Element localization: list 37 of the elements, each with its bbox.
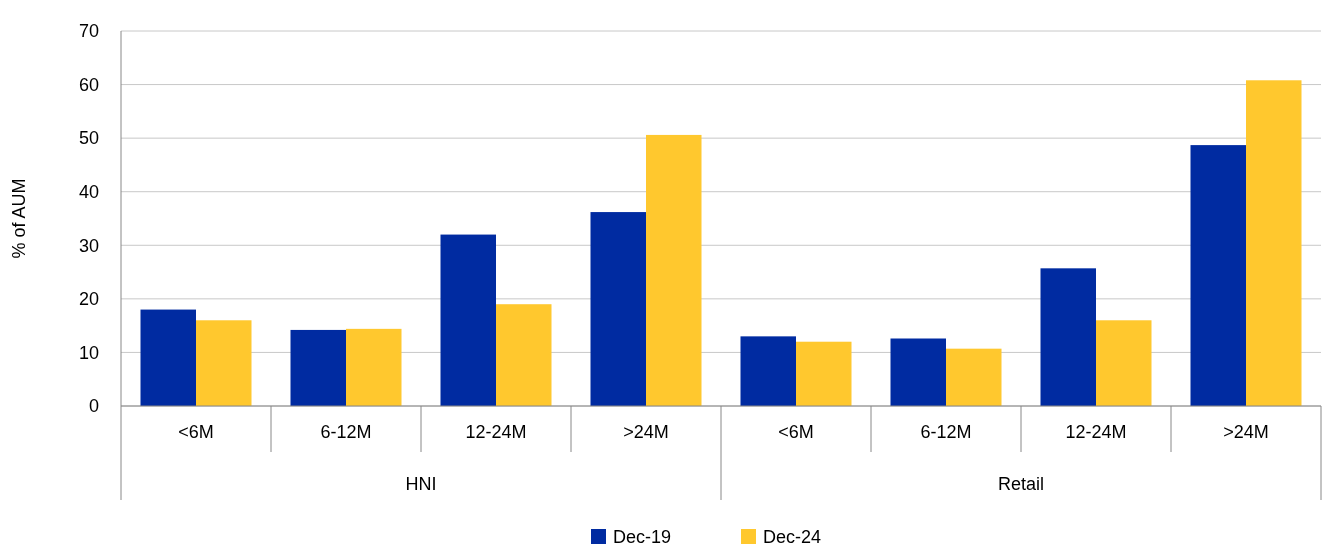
x-tick-label: <6M: [178, 422, 214, 442]
legend-label: Dec-19: [613, 527, 672, 547]
bar: [796, 341, 852, 406]
y-tick-label: 20: [78, 289, 99, 310]
y-tick-label: 60: [78, 74, 99, 95]
bar: [1096, 320, 1152, 406]
x-tick-label: 6-12M: [320, 422, 372, 442]
y-tick-label: 70: [78, 21, 99, 42]
bar: [946, 348, 1002, 406]
bar: [290, 329, 346, 406]
x-tick-label: 12-24M: [465, 422, 527, 442]
x-tick-label: 12-24M: [1065, 422, 1127, 442]
y-tick-label: 0: [88, 396, 99, 417]
bar: [346, 328, 402, 406]
text: HNI: [405, 474, 437, 494]
x-tick-label: >24M: [623, 422, 669, 442]
bar: [496, 304, 552, 406]
bar: [590, 212, 646, 406]
bar: [890, 338, 946, 406]
bar: [440, 234, 496, 406]
bar: [1040, 268, 1096, 406]
y-tick-label: 10: [78, 342, 99, 363]
bar: [140, 309, 196, 406]
bar: [740, 336, 796, 406]
legend-label: Dec-24: [763, 527, 822, 547]
x-tick-label: 6-12M: [920, 422, 972, 442]
y-tick-label: 30: [78, 235, 99, 256]
y-tick-label: 40: [78, 182, 99, 203]
bar: [196, 320, 252, 406]
bar: [1190, 145, 1246, 406]
bar: [646, 134, 702, 406]
x-tick-label: >24M: [1223, 422, 1269, 442]
text: Retail: [997, 474, 1045, 494]
bar: [1246, 80, 1302, 406]
y-tick-label: 50: [78, 128, 99, 149]
y-axis-title: % of AUM: [9, 178, 29, 259]
x-tick-label: <6M: [778, 422, 814, 442]
